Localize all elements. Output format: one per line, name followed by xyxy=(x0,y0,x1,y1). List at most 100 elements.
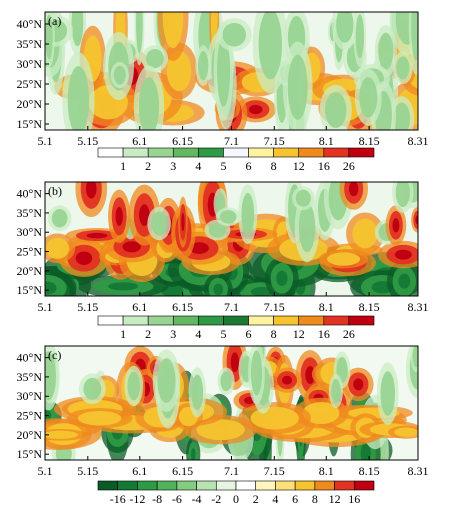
colorbar-swatch xyxy=(97,480,119,491)
heatmap-cell xyxy=(162,12,184,49)
x-tick-label: 6.1 xyxy=(132,134,147,148)
heatmap-cell xyxy=(45,281,57,295)
heatmap-cell xyxy=(127,371,141,401)
x-tick-label: 5.1 xyxy=(38,464,53,478)
colorbar-label: -4 xyxy=(192,492,202,506)
colorbar-label: 3 xyxy=(170,327,176,341)
heatmap-cell xyxy=(136,12,143,54)
colorbar-label: 26 xyxy=(343,327,355,341)
colorbar-label: 16 xyxy=(318,327,330,341)
heatmap-cell xyxy=(75,251,93,265)
colorbar-label: 4 xyxy=(195,327,201,341)
colorbar-swatch xyxy=(156,480,178,491)
heatmap-cell xyxy=(196,419,245,441)
heatmap-cell xyxy=(166,50,192,92)
panel-2: (b) 15°N 20°N 25°N 30°N 35°N 40°N 5.1 5.15 6.1 6.1… xyxy=(17,181,429,341)
y-tick-label: 20°N xyxy=(17,428,43,442)
heatmap-cell xyxy=(216,35,231,107)
x-tick-label: 7.1 xyxy=(224,464,239,478)
y-tick-label: 15°N xyxy=(17,447,43,461)
y-tick-label: 25°N xyxy=(17,409,43,423)
colorbar-swatch xyxy=(147,315,174,326)
heatmap-cell xyxy=(355,14,365,59)
colorbar-swatch xyxy=(198,315,224,326)
y-tick-label: 15°N xyxy=(17,283,43,297)
heatmap-cell xyxy=(190,448,196,460)
colorbar-swatch xyxy=(137,480,158,491)
colorbar-label: 3 xyxy=(170,159,176,173)
colorbar-swatch xyxy=(147,147,174,158)
colorbar-swatch xyxy=(198,147,224,158)
panel-1: (a) 15°N 20°N 25°N 30°N 35°N 40°N 5.1 5.15 6.1 6.1… xyxy=(17,11,429,173)
heatmap-cell xyxy=(353,378,364,391)
heatmap-cell xyxy=(394,427,418,437)
colorbar-label: 16 xyxy=(318,159,330,173)
colorbar-swatch xyxy=(122,315,149,326)
colorbar-label: 4 xyxy=(272,492,278,506)
x-tick-label: 8.31 xyxy=(408,464,429,478)
heatmap-cell xyxy=(392,218,400,233)
x-tick-label: 7.15 xyxy=(264,464,285,478)
y-tick-label: 40°N xyxy=(17,351,43,365)
heatmap-field xyxy=(45,12,418,130)
x-tick-label: 6.1 xyxy=(132,300,147,314)
colorbar-label: 12 xyxy=(293,159,305,173)
x-tick-label: 5.15 xyxy=(77,134,98,148)
x-tick-label: 6.15 xyxy=(172,134,193,148)
colorbar-label: 5 xyxy=(220,327,226,341)
heatmap-cell xyxy=(302,402,340,425)
colorbar-swatch xyxy=(353,480,375,491)
heatmap-cell xyxy=(45,351,56,401)
x-tick-label: 8.31 xyxy=(408,134,429,148)
x-tick-label: 6.15 xyxy=(172,464,193,478)
heatmap-cell xyxy=(181,212,185,232)
heatmap-cell xyxy=(67,66,90,130)
heatmap-cell xyxy=(398,273,411,289)
colorbar-label: -6 xyxy=(172,492,182,506)
panel-label: (a) xyxy=(48,14,61,28)
colorbar-label: 12 xyxy=(329,492,341,506)
colorbar-label: -8 xyxy=(152,492,162,506)
heatmap-cell xyxy=(295,189,311,207)
colorbar-swatch xyxy=(255,480,276,491)
colorbar-swatch xyxy=(323,315,350,326)
heatmap-cell xyxy=(298,202,316,253)
heatmap-cell xyxy=(305,366,315,384)
x-tick-label: 5.15 xyxy=(77,300,98,314)
heatmap-cell xyxy=(220,371,232,392)
colorbar-label: 8 xyxy=(271,327,277,341)
heatmap-cell xyxy=(352,218,378,249)
heatmap-cell xyxy=(208,222,227,238)
colorbar-swatch xyxy=(196,480,217,491)
panel-label: (b) xyxy=(48,184,62,198)
colorbar-swatch xyxy=(235,480,257,491)
y-tick-label: 25°N xyxy=(17,77,43,91)
colorbar-label: -12 xyxy=(129,492,145,506)
x-tick-label: 5.1 xyxy=(38,134,53,148)
heatmap-cell xyxy=(139,204,150,226)
heatmap-cell xyxy=(331,378,341,404)
colorbar-label: 2 xyxy=(253,492,259,506)
heatmap-cell xyxy=(45,237,70,259)
colorbar-label: 5 xyxy=(220,159,226,173)
colorbar-label: 4 xyxy=(195,159,201,173)
colorbar-swatch xyxy=(294,480,316,491)
heatmap-cell xyxy=(250,350,263,396)
panel-label: (c) xyxy=(48,348,61,362)
heatmap-cell xyxy=(113,65,126,85)
x-tick-label: 6.1 xyxy=(132,464,147,478)
heatmap-cell xyxy=(157,358,176,403)
heatmap-cell xyxy=(191,374,204,411)
y-tick-label: 30°N xyxy=(17,225,43,239)
colorbar-swatch xyxy=(298,147,325,158)
colorbar-swatch xyxy=(248,315,274,326)
colorbar-label: 6 xyxy=(292,492,298,506)
heatmap-cell xyxy=(282,375,292,385)
y-tick-label: 40°N xyxy=(17,187,43,201)
colorbar: 1 2 3 4 5 6 8 12 16 26 xyxy=(97,147,375,173)
heatmap-cell xyxy=(378,32,394,70)
y-tick-label: 35°N xyxy=(17,370,43,384)
heatmap-cell xyxy=(219,210,237,224)
heatmap-cell xyxy=(86,232,108,239)
